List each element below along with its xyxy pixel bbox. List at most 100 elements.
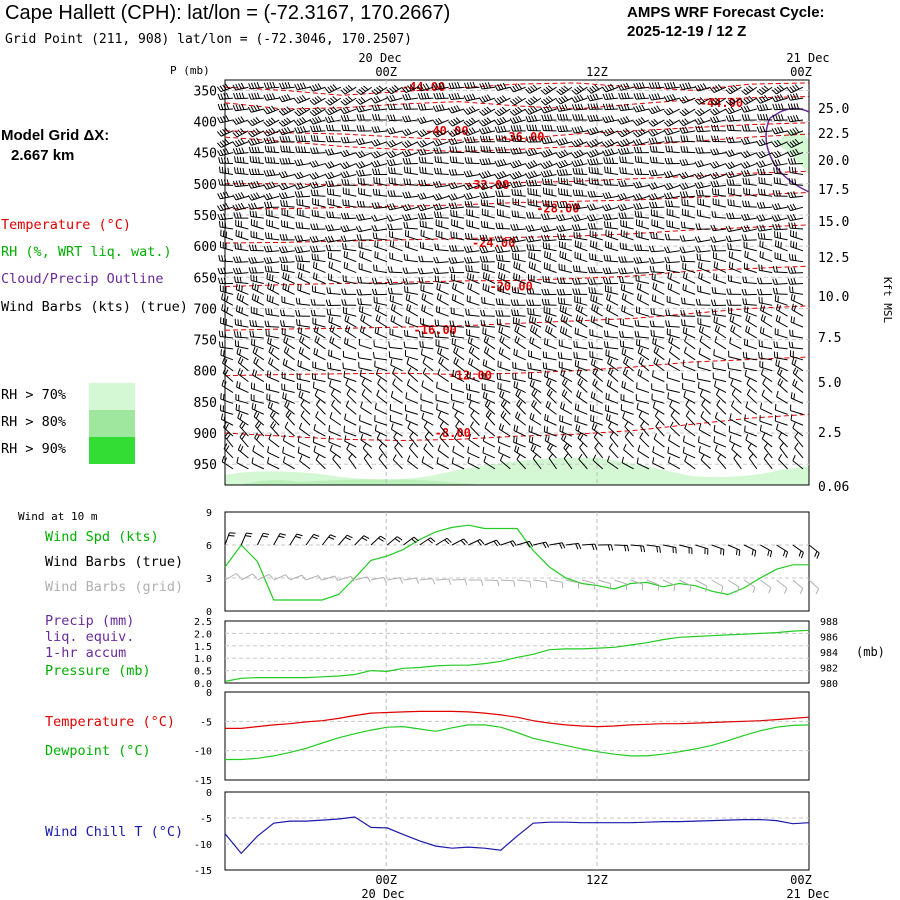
wind-barb: [526, 287, 542, 295]
pressure-tick-label: 750: [194, 334, 217, 349]
wind-barb: [715, 389, 727, 404]
grid-wind-barb: [549, 579, 564, 589]
wind-barb: [700, 454, 711, 470]
wind-barb: [432, 117, 449, 126]
wind-barb: [636, 282, 650, 295]
wind-barb: [670, 410, 681, 426]
wind-barb: [346, 443, 357, 459]
wind-barb: [624, 421, 634, 437]
wind-barb: [403, 341, 418, 350]
wind-barb: [371, 202, 388, 209]
wind-barb: [494, 95, 511, 105]
temperature-tick-label: -5: [200, 717, 212, 728]
wind-barb: [540, 136, 557, 145]
wind-barb: [756, 214, 773, 222]
wind-barb: [742, 276, 757, 284]
wind-barb: [278, 246, 295, 254]
wind-barb: [343, 261, 357, 274]
wind-barb: [740, 105, 757, 113]
isotherm-label: -8.00: [435, 426, 471, 440]
wind-barb: [463, 192, 480, 200]
wind-barb: [497, 360, 511, 372]
wind-barb: [331, 399, 342, 415]
wind-barb: [463, 93, 480, 102]
wind-barb: [417, 129, 434, 138]
wind-barb: [531, 388, 542, 404]
wind-barb: [495, 309, 511, 317]
wind-barb: [420, 229, 434, 241]
wind-barb: [436, 403, 449, 415]
wind-barb: [221, 293, 234, 306]
wind-barb: [465, 264, 480, 274]
grid-wind-barb: [695, 579, 708, 593]
wind-barb: [313, 424, 326, 437]
wind-barb: [233, 212, 249, 219]
wind-barb: [526, 243, 542, 252]
wind-barb: [315, 411, 326, 426]
wind-barb: [232, 82, 249, 91]
wind-barb: [790, 240, 804, 252]
wind-barb: [406, 379, 419, 393]
wind-barb: [390, 303, 403, 317]
wind-barb: [343, 425, 357, 437]
wind-barb: [232, 180, 249, 188]
wind-barb: [451, 393, 465, 404]
wind-barb: [571, 138, 588, 148]
wind-barb: [679, 95, 696, 104]
wind-barb: [557, 177, 572, 186]
wind-barb: [235, 403, 249, 415]
wind-barb: [556, 288, 572, 296]
grid-wind-barb: [500, 579, 516, 587]
wind-barb: [526, 299, 542, 306]
wind-barb: [528, 315, 542, 328]
wind-barb: [433, 147, 449, 154]
wind-barb: [555, 159, 573, 169]
wind-barb: [340, 235, 357, 243]
wind-barb: [325, 96, 342, 106]
wind-barb: [451, 219, 465, 230]
wind-barb: [340, 96, 357, 106]
wind-barb: [759, 240, 773, 252]
wind-barb: [389, 294, 403, 306]
wind-barb: [727, 243, 742, 252]
wind-barb: [387, 114, 403, 122]
wind-barb: [360, 401, 372, 415]
wind-barb: [324, 106, 342, 116]
wind-barb: [648, 81, 665, 89]
wind-barb: [251, 402, 265, 415]
wind-barb: [546, 388, 557, 404]
wind-barb: [787, 203, 804, 212]
wind-barb: [264, 320, 280, 328]
wind-barb: [402, 213, 418, 221]
wind-barb: [636, 306, 650, 317]
wind-barb: [556, 277, 572, 284]
wind-barb: [577, 432, 588, 448]
wind-barb: [759, 326, 773, 339]
wind-barb: [216, 203, 234, 212]
isotherm-line: [225, 192, 810, 210]
wind-barb: [756, 160, 773, 168]
wind-barb: [387, 103, 403, 111]
wind-barb: [573, 340, 588, 350]
grid-wind-barb: [533, 579, 548, 588]
wind-barb: [281, 296, 295, 306]
wind-barb: [710, 180, 727, 188]
wind-barb: [729, 435, 742, 448]
wind-barb: [329, 412, 342, 426]
wind-barb: [404, 350, 419, 361]
wind-barb: [648, 182, 665, 190]
wind-barb: [514, 445, 526, 459]
wind-barb: [282, 446, 295, 459]
wind-barb: [389, 230, 403, 241]
wind-barb: [635, 230, 650, 241]
wind-barb: [330, 389, 342, 404]
pressure-tick-label: 450: [194, 147, 217, 162]
wind-barb: [342, 187, 357, 197]
wind-barb: [249, 330, 264, 339]
wind-barb: [497, 284, 511, 295]
wind-barb: [309, 160, 326, 168]
wind-barb: [744, 305, 757, 317]
wind-barb: [293, 182, 311, 190]
windchill-tick-label: -5: [200, 814, 212, 825]
wind-barb: [744, 414, 757, 426]
